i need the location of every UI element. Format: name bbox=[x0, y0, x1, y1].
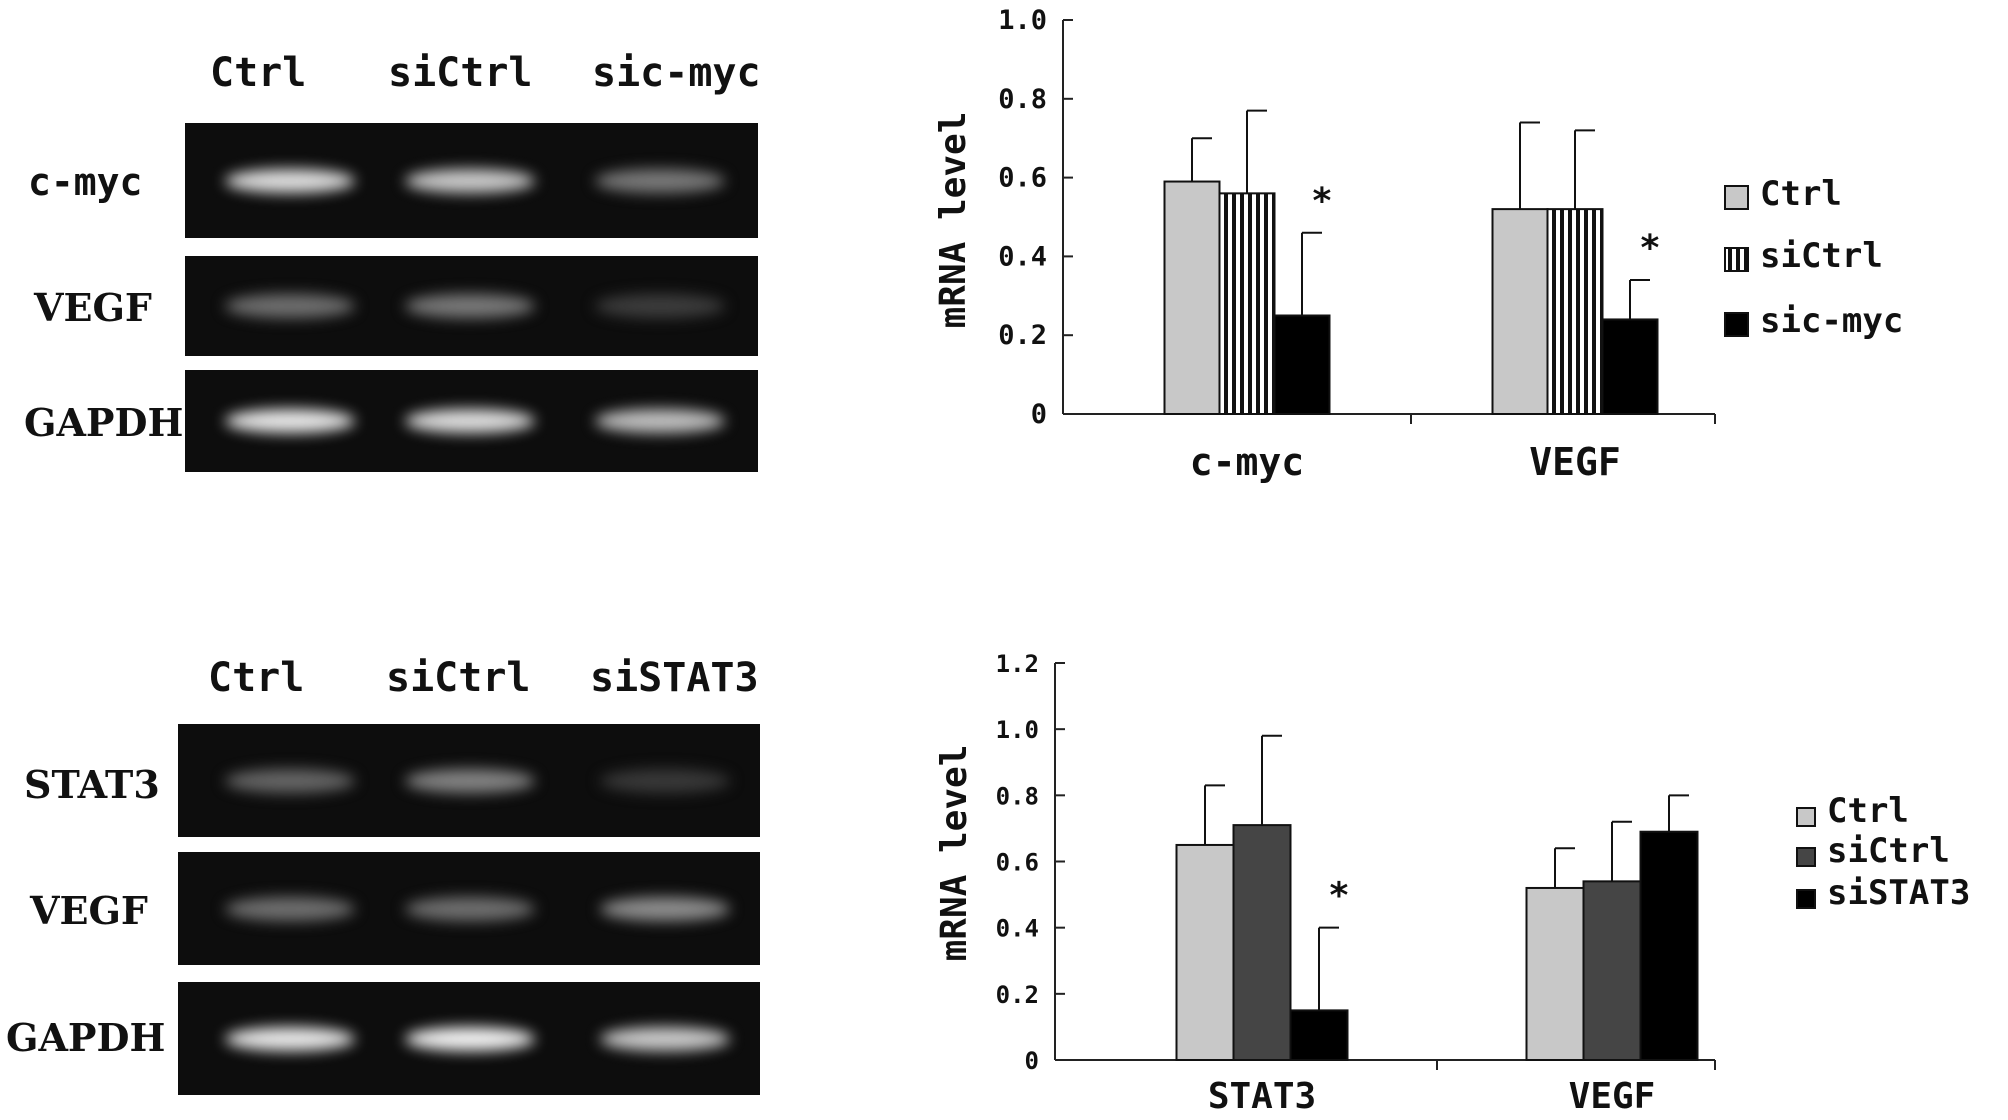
gel-band bbox=[225, 168, 355, 193]
y-tick-label: 0.6 bbox=[996, 849, 1039, 877]
gel-1-lane-header-sicmyc: sic-myc bbox=[592, 50, 761, 96]
gel-band bbox=[405, 168, 535, 193]
y-tick-label: 0.8 bbox=[998, 84, 1047, 115]
gel-1-row-label-vegf: VEGF bbox=[34, 285, 152, 330]
gel-band bbox=[225, 1026, 355, 1051]
bar-ctrl bbox=[1525, 886, 1585, 1062]
y-tick-label: 1.0 bbox=[996, 716, 1039, 744]
gel-band bbox=[225, 896, 355, 921]
bar-chart-2: 0 0.2 0.4 0.6 0.8 1.0 1.2 mRNA level STAT3 VEGF * C… bbox=[934, 650, 1970, 1117]
bar-sictrl bbox=[1582, 880, 1642, 1061]
gel-band bbox=[600, 1026, 730, 1051]
gel-1-strip-gapdh bbox=[185, 370, 758, 472]
gel-2-strip-gapdh bbox=[178, 982, 760, 1095]
bar-sistat3 bbox=[1639, 830, 1699, 1061]
legend-label: siSTAT3 bbox=[1827, 873, 1970, 913]
category-label: VEGF bbox=[1529, 440, 1621, 484]
bar-sistat3 bbox=[1289, 1009, 1349, 1061]
y-tick-label: 0 bbox=[1031, 399, 1047, 430]
gel-band bbox=[405, 768, 535, 793]
bar-sictrl bbox=[1546, 208, 1604, 415]
gel-band bbox=[595, 294, 725, 318]
gel-1-lane-header-sictrl: siCtrl bbox=[388, 50, 533, 96]
gel-1-row-label-gapdh: GAPDH bbox=[24, 400, 184, 445]
gel-1-row-label-cmyc: c-myc bbox=[28, 160, 143, 204]
gel-band bbox=[225, 768, 355, 793]
legend-swatch bbox=[1796, 807, 1816, 827]
bar-ctrl bbox=[1175, 843, 1235, 1062]
legend-label: siCtrl bbox=[1760, 236, 1883, 276]
y-tick-label: 1.0 bbox=[998, 5, 1047, 36]
gel-2-row-label-vegf: VEGF bbox=[30, 888, 148, 933]
y-tick-label: 0 bbox=[1025, 1047, 1039, 1075]
y-tick-label: 0.4 bbox=[998, 241, 1047, 272]
y-tick-label: 0.8 bbox=[996, 782, 1039, 810]
gel-band bbox=[595, 409, 725, 433]
gel-band bbox=[405, 1026, 535, 1051]
bar-ctrl bbox=[1491, 208, 1549, 415]
legend-label: Ctrl bbox=[1760, 174, 1842, 214]
legend-swatch bbox=[1724, 312, 1749, 337]
bar-sictrl bbox=[1218, 192, 1276, 415]
significance-marker: * bbox=[1639, 228, 1661, 269]
legend-label: siCtrl bbox=[1827, 831, 1950, 871]
gel-2-lane-header-sistat3: siSTAT3 bbox=[590, 655, 759, 701]
y-axis-label: mRNA level bbox=[933, 112, 974, 329]
legend-swatch bbox=[1724, 247, 1749, 272]
legend-label: Ctrl bbox=[1827, 791, 1909, 831]
gel-band bbox=[600, 896, 730, 921]
gel-2-row-label-stat3: STAT3 bbox=[24, 762, 160, 807]
gel-1-lane-header-ctrl: Ctrl bbox=[210, 50, 307, 96]
gel-2-strip-vegf bbox=[178, 852, 760, 965]
y-axis-label: mRNA level bbox=[934, 745, 975, 962]
y-tick-label: 0.2 bbox=[998, 320, 1047, 351]
y-tick-label: 1.2 bbox=[996, 650, 1039, 678]
gel-band bbox=[405, 896, 535, 921]
bar-sic-myc bbox=[1601, 318, 1659, 415]
y-tick-label: 0.2 bbox=[996, 981, 1039, 1009]
category-label: STAT3 bbox=[1208, 1076, 1316, 1117]
gel-1-strip-cmyc bbox=[185, 123, 758, 238]
legend-swatch bbox=[1796, 889, 1816, 909]
significance-marker: * bbox=[1311, 181, 1333, 222]
bar-sic-myc bbox=[1273, 314, 1331, 415]
bar-sictrl bbox=[1232, 824, 1292, 1061]
gel-band bbox=[600, 768, 730, 793]
gel-2-lane-header-ctrl: Ctrl bbox=[208, 655, 305, 701]
gel-band bbox=[225, 294, 355, 318]
legend-swatch bbox=[1724, 185, 1749, 210]
legend-swatch bbox=[1796, 847, 1816, 867]
gel-band bbox=[225, 409, 355, 433]
gel-band bbox=[595, 168, 725, 193]
legend-label: sic-myc bbox=[1760, 301, 1903, 341]
gel-1-strip-vegf bbox=[185, 256, 758, 356]
gel-2-row-label-gapdh: GAPDH bbox=[6, 1015, 166, 1060]
bar-ctrl bbox=[1163, 180, 1221, 415]
gel-2-strip-stat3 bbox=[178, 724, 760, 837]
category-label: VEGF bbox=[1569, 1076, 1656, 1117]
gel-band bbox=[405, 294, 535, 318]
bar-chart-1: 0 0.2 0.4 0.6 0.8 1.0 mRNA level c-myc VEGF * * Ctr… bbox=[933, 5, 1903, 484]
y-tick-label: 0.4 bbox=[996, 915, 1039, 943]
y-tick-label: 0.6 bbox=[998, 163, 1047, 194]
gel-2-lane-header-sictrl: siCtrl bbox=[386, 655, 531, 701]
gel-band bbox=[405, 409, 535, 433]
category-label: c-myc bbox=[1190, 440, 1304, 484]
significance-marker: * bbox=[1328, 876, 1350, 917]
